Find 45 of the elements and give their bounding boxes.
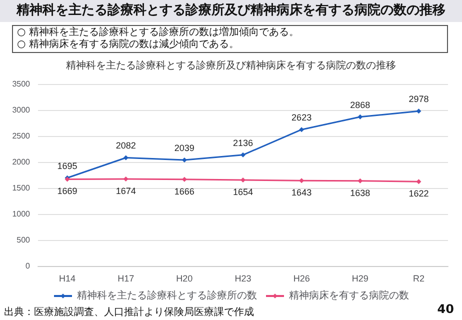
data-label: 2623 bbox=[292, 112, 312, 123]
point bbox=[416, 179, 422, 184]
x-tick-label: R2 bbox=[412, 274, 424, 284]
data-label: 1695 bbox=[57, 160, 78, 171]
data-label: 2082 bbox=[116, 140, 136, 151]
x-tick-label: H29 bbox=[352, 274, 368, 284]
data-label: 1674 bbox=[116, 186, 136, 196]
legend-label: 精神病床を有する病院の数 bbox=[289, 290, 409, 302]
x-tick-label: H23 bbox=[234, 274, 252, 284]
point bbox=[123, 155, 128, 160]
y-tick-label: 1000 bbox=[12, 210, 31, 218]
y-tick-label: 2000 bbox=[12, 158, 31, 166]
source-note: 出典：医療施設調査、人口推計より保険局医療課で作成 bbox=[4, 306, 254, 319]
data-label: 1638 bbox=[350, 188, 370, 198]
data-label: 2868 bbox=[350, 100, 370, 110]
chart-subtitle: 精神科を主たる診療科とする診療所及び精神病床を有する病院の数の推移 bbox=[66, 60, 396, 72]
point bbox=[240, 152, 246, 158]
data-label: 1622 bbox=[408, 188, 429, 199]
y-tick-label: 0 bbox=[26, 262, 31, 270]
x-tick-label: H14 bbox=[59, 274, 76, 284]
data-label: 1666 bbox=[174, 186, 194, 196]
data-label: 2978 bbox=[408, 94, 429, 104]
text: ○ 精神病床を有する病院の数は減少傾向である。 bbox=[17, 39, 240, 51]
x-tick-label: H20 bbox=[176, 274, 193, 284]
y-tick-label: 500 bbox=[16, 236, 31, 244]
point bbox=[299, 127, 304, 132]
y-tick-label: 3500 bbox=[12, 80, 31, 88]
point bbox=[240, 177, 246, 182]
data-label: 2039 bbox=[174, 142, 194, 153]
data-label: 1643 bbox=[292, 188, 312, 198]
text: 40 bbox=[437, 302, 454, 316]
y-tick-label: 3000 bbox=[12, 106, 31, 114]
chart-title: 精神科を主たる診療科とする診療所及び精神病床を有する病院の数の推移 bbox=[0, 0, 462, 22]
y-tick-label: 2500 bbox=[12, 132, 31, 140]
data-label: 1669 bbox=[57, 186, 78, 196]
data-label: 2136 bbox=[232, 138, 254, 148]
point bbox=[416, 108, 422, 114]
y-tick-label: 1500 bbox=[12, 184, 31, 192]
data-label: 1654 bbox=[232, 186, 254, 197]
x-tick-label: H26 bbox=[293, 274, 310, 284]
x-tick-label: H17 bbox=[118, 274, 134, 284]
text: ○ 精神科を主たる診療科とする診療所の数は増加傾向である。 bbox=[17, 27, 300, 38]
point bbox=[358, 114, 363, 120]
legend-label: 精神科を主たる診療科とする診療所の数 bbox=[77, 290, 257, 302]
point bbox=[358, 178, 363, 184]
